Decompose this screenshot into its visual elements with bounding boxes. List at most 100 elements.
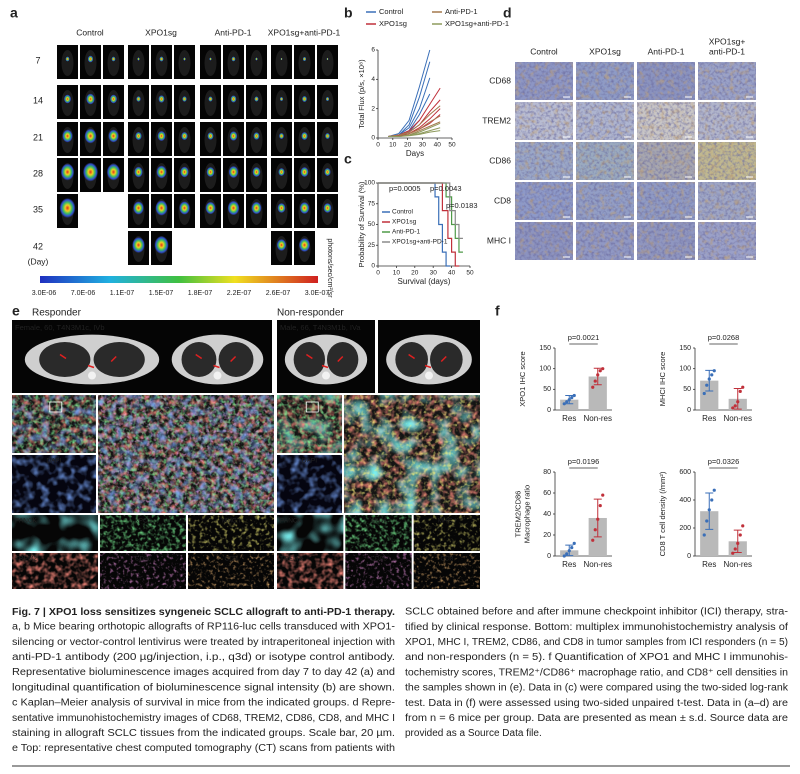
bli-signal — [133, 201, 144, 215]
mouse-body — [178, 90, 191, 116]
x-tick-label: Res — [702, 414, 716, 423]
panel-label: c — [344, 151, 352, 167]
ihc-image-texture — [515, 222, 573, 260]
error-bar — [733, 388, 742, 410]
x-tick-label: 0 — [376, 142, 380, 149]
data-point — [596, 373, 600, 377]
ihc-image-texture — [515, 62, 573, 100]
mihc-overview-texture — [12, 395, 96, 453]
caption-line: from n = 6 mice per group. Data are pres… — [405, 713, 788, 724]
day-label: 42 — [33, 241, 43, 251]
y-tick-label: 0 — [371, 263, 375, 270]
roi-box — [305, 401, 319, 413]
caption-line: a, b Mice bearing orthotopic allografts … — [12, 622, 395, 633]
day-unit: (Day) — [28, 256, 49, 266]
bli-signal — [302, 56, 307, 62]
data-point — [591, 385, 595, 389]
bar — [700, 511, 719, 556]
ihc-image-texture — [576, 102, 634, 140]
y-axis-label: MHCI IHC score — [658, 352, 667, 407]
mouse-body — [155, 50, 168, 76]
colorbar-tick: 2.2E-07 — [227, 290, 252, 297]
mouse-body — [204, 127, 217, 153]
colorbar-tick: 3.0E-06 — [32, 290, 57, 297]
x-tick-label: Res — [702, 560, 716, 569]
bli-signal — [229, 131, 238, 141]
x-tick-label: 0 — [376, 270, 380, 277]
bli-signal — [251, 201, 262, 215]
ct-spine — [213, 371, 222, 380]
mihc-overview-texture — [277, 395, 342, 453]
y-tick-label: 20 — [543, 532, 551, 539]
bli-signal — [111, 56, 116, 62]
mouse-body — [275, 50, 288, 76]
mihc-channel-texture — [188, 515, 274, 551]
bli-signal — [106, 163, 121, 181]
caption-line: c Kaplan–Meier analysis of survival in m… — [12, 698, 395, 709]
flux-line — [388, 130, 441, 138]
channel-label: MHC I — [222, 518, 241, 525]
legend-label: XPO1sg+anti-PD-1 — [392, 239, 448, 246]
mouse-body — [227, 90, 240, 116]
y-tick-label: 60 — [543, 490, 551, 497]
bli-signal — [135, 131, 142, 141]
data-point — [598, 504, 602, 508]
caption-line: Representative bioluminescence images ac… — [12, 667, 395, 678]
channel-label: PANCK — [15, 518, 38, 525]
patient-info: Male, 66, T4N3M1b, IVa — [280, 323, 361, 332]
ihc-image-texture — [698, 222, 756, 260]
mouse-body — [204, 90, 217, 116]
ihc-image-texture — [515, 182, 573, 220]
error-bar — [733, 529, 742, 553]
data-point — [710, 498, 714, 502]
data-point — [738, 389, 742, 393]
channel-label: MHC I — [438, 518, 457, 525]
legend-label: Anti-PD-1 — [392, 229, 421, 236]
mihc-channel-texture — [12, 455, 96, 513]
mouse-body — [298, 50, 311, 76]
row-label: CD68 — [489, 75, 511, 85]
x-axis-label: Survival (days) — [398, 277, 451, 286]
bli-signal — [86, 93, 95, 105]
x-tick-label: Non-res — [724, 560, 752, 569]
data-point — [731, 551, 735, 555]
data-point — [572, 393, 576, 398]
bli-signal — [155, 200, 168, 216]
data-point — [733, 404, 737, 408]
bli-signal — [182, 96, 187, 102]
bli-signal — [280, 57, 283, 61]
ihc-image-texture — [698, 102, 756, 140]
bli-signal — [279, 96, 284, 102]
colorbar-label: photons/sec/cm²/sr — [326, 238, 333, 298]
p-value: p=0.0043 — [430, 184, 462, 193]
bli-signal — [156, 165, 167, 179]
group-header: XPO1sg+anti-PD-1 — [268, 27, 341, 37]
bli-signal — [228, 165, 239, 179]
channel-label: TREM2 — [280, 556, 302, 563]
survival-curve — [378, 182, 460, 267]
bli-signal — [299, 201, 310, 215]
y-axis-label: Probability of Survival (%) — [357, 181, 366, 267]
bli-signal — [84, 128, 97, 144]
channel-label: CD86 — [370, 556, 387, 563]
data-point — [736, 400, 740, 404]
channel-label: XPO1 — [134, 518, 152, 525]
ihc-image-texture — [637, 222, 695, 260]
bli-signal — [208, 96, 213, 102]
p-value: p=0.0183 — [446, 201, 478, 210]
bli-signal — [252, 166, 261, 178]
bli-signal — [227, 200, 240, 216]
data-point — [733, 547, 737, 551]
ihc-image-texture — [637, 62, 695, 100]
data-point — [562, 402, 566, 406]
data-point — [562, 554, 566, 558]
bli-signal — [65, 56, 70, 62]
ihc-image-texture — [698, 182, 756, 220]
bli-signal — [209, 57, 212, 61]
data-point — [570, 546, 574, 550]
mouse-body — [250, 90, 263, 116]
bli-signal — [323, 202, 332, 214]
day-label: 35 — [33, 204, 43, 214]
column-header: Anti-PD-1 — [648, 46, 685, 56]
